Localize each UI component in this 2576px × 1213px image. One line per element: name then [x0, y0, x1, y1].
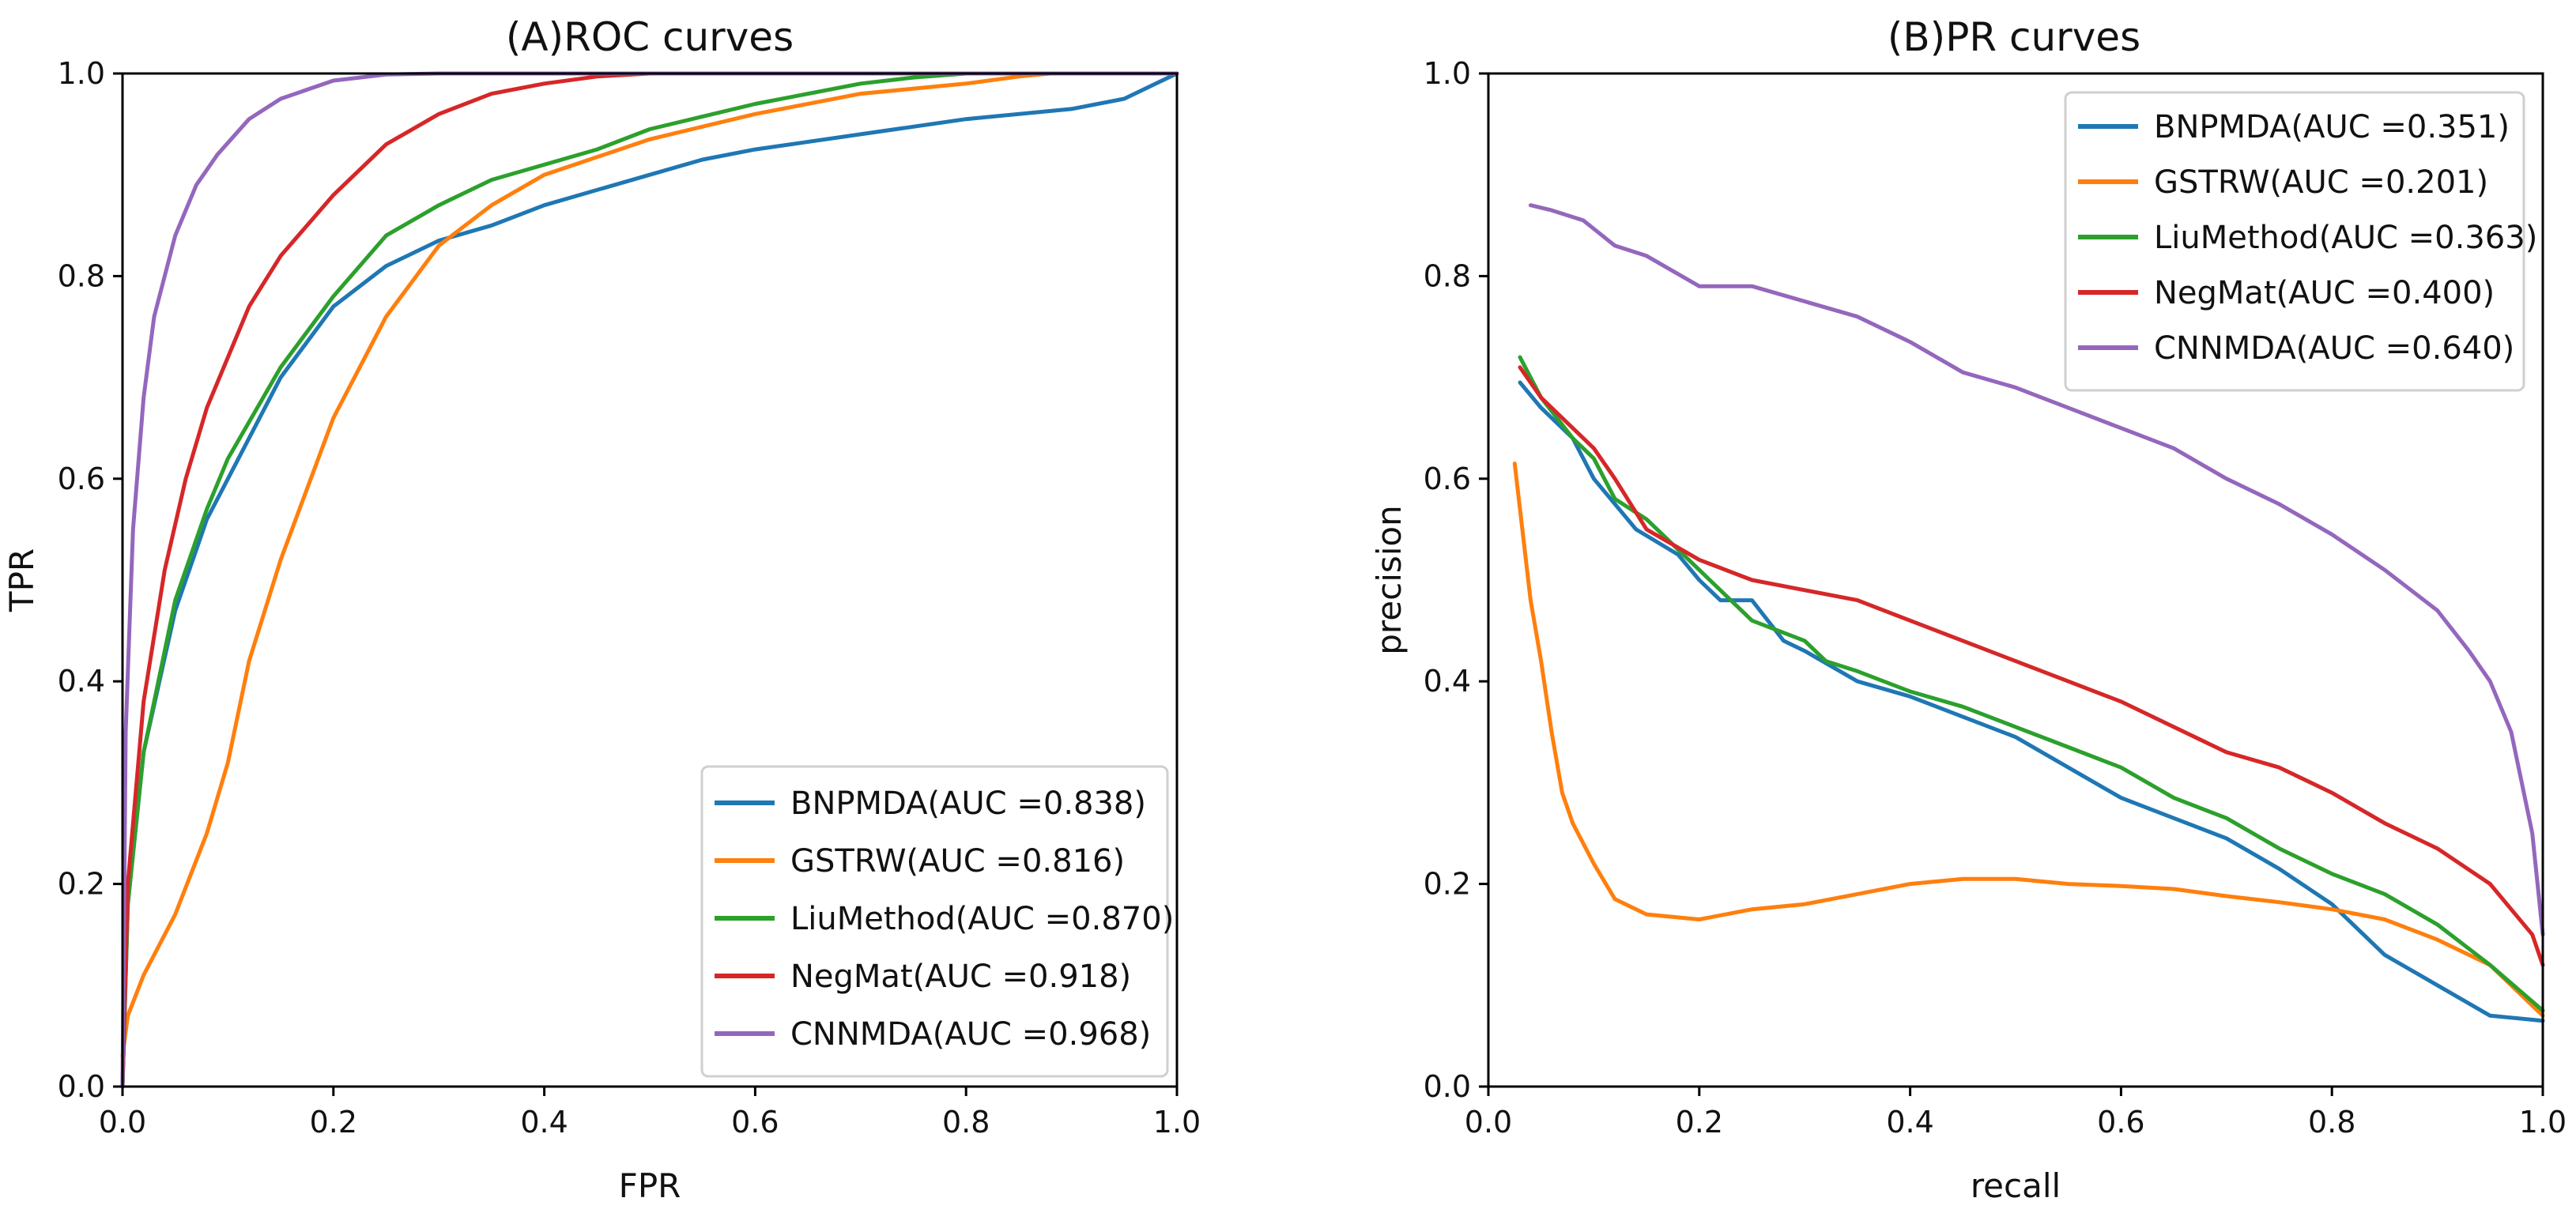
pr-legend-label: BNPMDA(AUC =0.351)	[2154, 109, 2510, 145]
pr-y-tick-label: 0.4	[1424, 664, 1471, 699]
pr-series-line-liumethod	[1518, 355, 2545, 1013]
pr-chart-panel: (B)PR curves 0.0 0.2 0.4 0.6 0.8 1.0 0.0 0.2 0.4…	[1370, 14, 2567, 1205]
pr-x-tick-label: 0.0	[1465, 1105, 1512, 1140]
pr-x-tick-label: 0.6	[2097, 1105, 2144, 1140]
pr-legend-box	[2064, 91, 2525, 392]
roc-y-tick-label: 0.6	[58, 461, 105, 496]
roc-legend-label: NegMat(AUC =0.918)	[790, 959, 1131, 995]
roc-legend-label: CNNMDA(AUC =0.968)	[790, 1016, 1151, 1053]
roc-y-tick-label: 0.0	[58, 1069, 105, 1104]
roc-plot-frame	[121, 72, 1179, 1088]
roc-ticks-group: 0.0 0.2 0.4 0.6 0.8 1.0 0.0 0.2 0.4 0.6 0.8 1.0	[58, 56, 1201, 1140]
pr-y-tick-label: 0.8	[1424, 258, 1471, 293]
roc-legend-label: LiuMethod(AUC =0.870)	[790, 901, 1174, 937]
pr-legend: BNPMDA(AUC =0.351) GSTRW(AUC =0.201) LiuMe…	[2064, 91, 2537, 392]
pr-x-axis-title: recall	[1971, 1166, 2061, 1205]
roc-y-tick-label: 0.8	[58, 258, 105, 293]
roc-series-line-negmat	[120, 71, 1179, 1089]
pr-legend-label: NegMat(AUC =0.400)	[2154, 275, 2495, 311]
roc-legend: BNPMDA(AUC =0.838) GSTRW(AUC =0.816) LiuMe…	[700, 765, 1174, 1078]
pr-y-tick-label: 0.0	[1424, 1069, 1471, 1104]
roc-series-group	[120, 71, 1179, 1089]
pr-y-tick-label: 1.0	[1424, 56, 1471, 91]
roc-chart-title: (A)ROC curves	[506, 14, 794, 60]
roc-legend-box	[700, 765, 1169, 1078]
roc-x-tick-label: 0.2	[310, 1105, 357, 1140]
roc-series-line-gstrw	[120, 71, 1179, 1058]
roc-y-tick-label: 0.4	[58, 664, 105, 699]
roc-legend-label: GSTRW(AUC =0.816)	[790, 843, 1125, 880]
pr-ticks-group: 0.0 0.2 0.4 0.6 0.8 1.0 0.0 0.2 0.4 0.6 0.8 1.0	[1424, 56, 2567, 1140]
pr-y-tick-label: 0.6	[1424, 461, 1471, 496]
roc-legend-label: BNPMDA(AUC =0.838)	[790, 785, 1146, 822]
roc-series-line-cnnmda	[120, 71, 1179, 1089]
roc-x-tick-label: 0.6	[731, 1105, 779, 1140]
pr-legend-label: LiuMethod(AUC =0.363)	[2154, 220, 2537, 256]
roc-y-tick-label: 1.0	[58, 56, 105, 91]
pr-plot-frame	[1487, 72, 2544, 1088]
roc-series-line-bnpmda	[120, 71, 1179, 1089]
pr-x-tick-label: 0.8	[2308, 1105, 2355, 1140]
roc-x-tick-label: 0.8	[942, 1105, 990, 1140]
pr-legend-label: GSTRW(AUC =0.201)	[2154, 164, 2488, 201]
roc-y-axis-title: TPR	[2, 548, 41, 612]
pr-legend-label: CNNMDA(AUC =0.640)	[2154, 330, 2514, 367]
roc-x-tick-label: 1.0	[1153, 1105, 1201, 1140]
pr-series-group	[1512, 203, 2545, 1023]
pr-series-line-gstrw	[1512, 461, 2545, 1018]
pr-x-tick-label: 0.2	[1676, 1105, 1723, 1140]
pr-y-axis-title: precision	[1370, 505, 1409, 654]
roc-x-tick-label: 0.0	[99, 1105, 146, 1140]
pr-x-tick-label: 0.4	[1886, 1105, 1933, 1140]
pr-x-tick-label: 1.0	[2519, 1105, 2567, 1140]
roc-series-line-liumethod	[120, 71, 1179, 1089]
roc-y-tick-label: 0.2	[58, 867, 105, 902]
pr-series-line-negmat	[1518, 365, 2545, 967]
pr-series-line-bnpmda	[1518, 380, 2545, 1023]
pr-chart-title: (B)PR curves	[1888, 14, 2140, 60]
roc-x-axis-title: FPR	[619, 1166, 681, 1205]
roc-x-tick-label: 0.4	[520, 1105, 568, 1140]
pr-y-tick-label: 0.2	[1424, 867, 1471, 902]
pr-series-line-cnnmda	[1528, 203, 2545, 937]
roc-chart-panel: (A)ROC curves 0.0 0.2 0.4 0.6 0.8 1.00.00.20.…	[2, 14, 1201, 1205]
